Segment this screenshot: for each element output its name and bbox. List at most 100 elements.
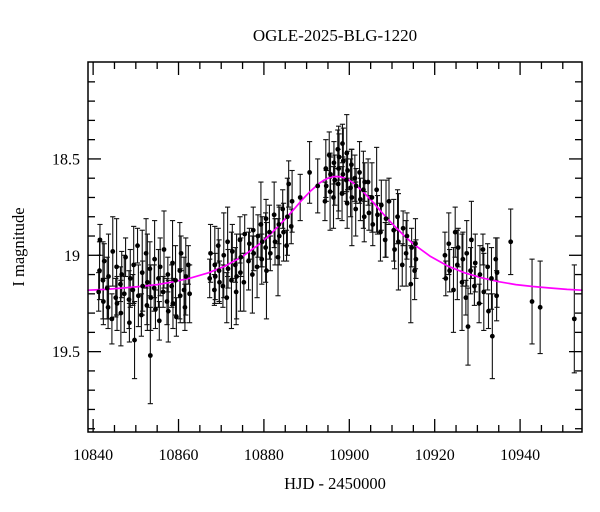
data-point	[469, 237, 474, 243]
data-point	[409, 245, 415, 250]
data-point	[170, 301, 176, 306]
data-point	[343, 177, 349, 183]
data-point	[332, 177, 338, 183]
data-point	[237, 237, 243, 243]
data-point	[229, 249, 235, 254]
plot-title: OGLE-2025-BLG-1220	[253, 26, 417, 45]
data-point	[139, 270, 145, 276]
data-point	[529, 299, 535, 304]
data-point	[241, 279, 247, 285]
data-point	[271, 212, 277, 218]
data-point	[349, 195, 355, 200]
data-point	[164, 299, 170, 304]
data-point	[249, 272, 255, 277]
data-point	[276, 233, 282, 239]
data-point	[297, 195, 303, 200]
data-point	[173, 314, 179, 320]
data-point	[216, 268, 222, 274]
data-point	[386, 198, 392, 204]
data-point	[361, 214, 367, 220]
data-point	[135, 243, 140, 249]
data-point	[157, 264, 163, 270]
data-point	[182, 304, 188, 310]
x-tick-label: 10920	[415, 447, 455, 464]
data-point	[130, 287, 136, 293]
x-tick-label: 10940	[500, 447, 540, 464]
data-point	[537, 304, 543, 310]
x-tick-label: 10860	[159, 447, 199, 464]
data-point	[460, 256, 466, 262]
data-point	[455, 245, 461, 250]
data-point	[221, 252, 227, 258]
y-tick-label: 19.5	[52, 344, 80, 361]
data-point	[443, 276, 449, 281]
data-point	[378, 229, 383, 235]
data-point	[489, 333, 495, 339]
data-point	[215, 243, 221, 249]
data-point	[315, 183, 321, 189]
data-point	[181, 287, 187, 293]
x-tick-label: 10880	[244, 447, 284, 464]
data-point	[234, 274, 239, 279]
data-point	[100, 299, 106, 304]
data-point	[232, 262, 238, 268]
data-point	[340, 158, 346, 164]
data-point	[395, 214, 400, 220]
data-point	[370, 222, 376, 227]
data-point	[344, 200, 350, 206]
data-point	[360, 187, 366, 193]
x-tick-label: 10840	[73, 447, 113, 464]
data-point	[374, 187, 380, 193]
data-point	[161, 247, 167, 252]
data-point	[220, 283, 226, 289]
data-point	[100, 277, 106, 283]
data-point	[143, 250, 149, 256]
data-point	[442, 252, 448, 258]
data-point	[254, 264, 260, 270]
data-point	[267, 229, 272, 235]
data-point	[126, 297, 132, 303]
data-point	[378, 202, 384, 208]
data-point	[275, 254, 281, 260]
data-point	[140, 283, 146, 289]
data-point	[131, 262, 137, 268]
data-point	[454, 262, 460, 268]
x-axis-title: HJD - 2450000	[284, 474, 386, 493]
data-point	[147, 266, 153, 272]
data-point	[135, 293, 141, 299]
data-point	[408, 281, 414, 287]
data-point	[468, 268, 473, 274]
data-point	[335, 181, 341, 187]
data-point	[463, 295, 469, 301]
data-point	[336, 166, 342, 171]
data-point	[477, 272, 483, 277]
data-point	[327, 189, 333, 195]
data-point	[187, 291, 193, 297]
data-point	[446, 241, 452, 247]
data-point	[348, 185, 353, 191]
data-point	[284, 243, 289, 249]
data-point	[144, 302, 150, 308]
data-point	[349, 162, 354, 168]
data-point	[123, 254, 128, 260]
data-point	[472, 283, 477, 289]
data-point	[238, 270, 243, 276]
data-point	[250, 227, 256, 233]
data-point	[259, 256, 265, 262]
data-point	[272, 239, 278, 245]
data-point	[485, 264, 491, 270]
data-point	[169, 283, 175, 289]
data-point	[339, 191, 345, 197]
data-point	[101, 258, 107, 264]
data-point	[251, 250, 257, 256]
data-point	[340, 171, 346, 177]
data-point	[246, 241, 252, 247]
data-point	[225, 239, 231, 245]
data-point	[97, 268, 102, 274]
data-point	[352, 175, 358, 181]
data-point	[481, 289, 487, 295]
data-point	[114, 301, 120, 306]
data-point	[571, 316, 577, 322]
data-point	[106, 274, 111, 279]
